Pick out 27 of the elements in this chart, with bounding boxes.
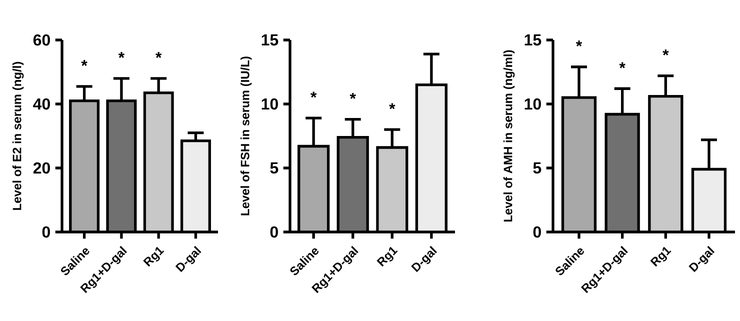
- y-tick-label: 10: [524, 98, 541, 110]
- annotation: *: [118, 52, 125, 58]
- x-tick-label: Rg1: [650, 246, 672, 267]
- y-tick-label: 5: [270, 162, 278, 174]
- y-axis-title: Level of E2 in serum (ng/l): [12, 62, 24, 210]
- y-tick-label: 15: [524, 34, 542, 46]
- y-axis-title: Level of AMH in serum (ng/ml): [503, 50, 515, 222]
- y-tick-label: 15: [262, 34, 278, 46]
- annotation: *: [576, 40, 582, 46]
- y-axis-title: Level of FSH in serum (IU/L): [240, 56, 252, 216]
- annotation: *: [350, 92, 356, 99]
- x-tick-label: Rg1: [376, 246, 398, 267]
- x-tick-label: Rg1: [143, 246, 164, 267]
- y-tick-label: 20: [33, 162, 50, 174]
- annotation: *: [310, 92, 317, 98]
- annotation: *: [619, 62, 626, 68]
- y-tick-label: 10: [262, 98, 278, 110]
- annotation: *: [156, 52, 162, 58]
- annotation: *: [662, 49, 669, 56]
- y-tick-label: 60: [33, 34, 50, 46]
- y-tick-label: 0: [533, 226, 541, 238]
- annotation: *: [81, 60, 88, 66]
- y-tick-label: 0: [42, 226, 50, 238]
- y-tick-label: 5: [533, 162, 542, 174]
- y-tick-label: 40: [33, 98, 50, 110]
- y-tick-label: 0: [270, 226, 278, 238]
- annotation: *: [389, 103, 396, 110]
